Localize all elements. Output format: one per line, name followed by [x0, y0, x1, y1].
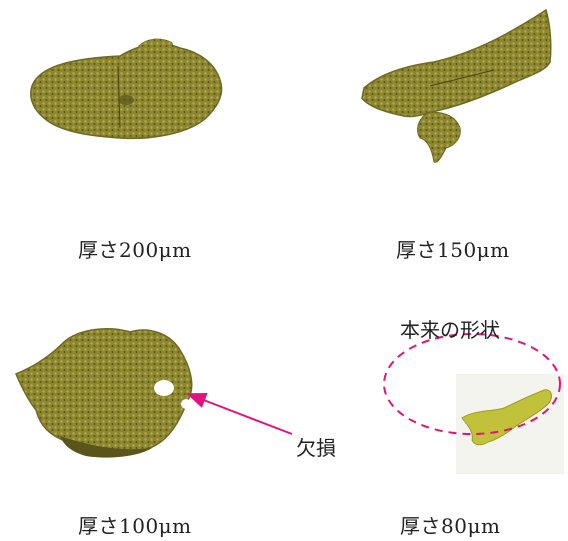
caption-80um: 厚さ80μm [400, 514, 501, 538]
caption-150um: 厚さ150μm [396, 238, 510, 262]
caption-200um: 厚さ200μm [78, 238, 192, 262]
panel-80um: 厚さ80μm [284, 270, 568, 541]
reconstruction-150um-image [361, 8, 552, 163]
caption-100um: 厚さ100μm [78, 514, 192, 538]
original-shape-label: 本来の形状 [400, 318, 500, 342]
reconstruction-100um-image [15, 328, 193, 458]
panel-150um: 厚さ150μm [284, 0, 568, 270]
panel-200um: 厚さ200μm [0, 0, 284, 270]
reconstruction-80um-image [456, 374, 564, 474]
defect-label: 欠損 [296, 436, 336, 460]
reconstruction-200um-image [30, 38, 223, 140]
panel-100um: 厚さ100μm [0, 270, 284, 541]
